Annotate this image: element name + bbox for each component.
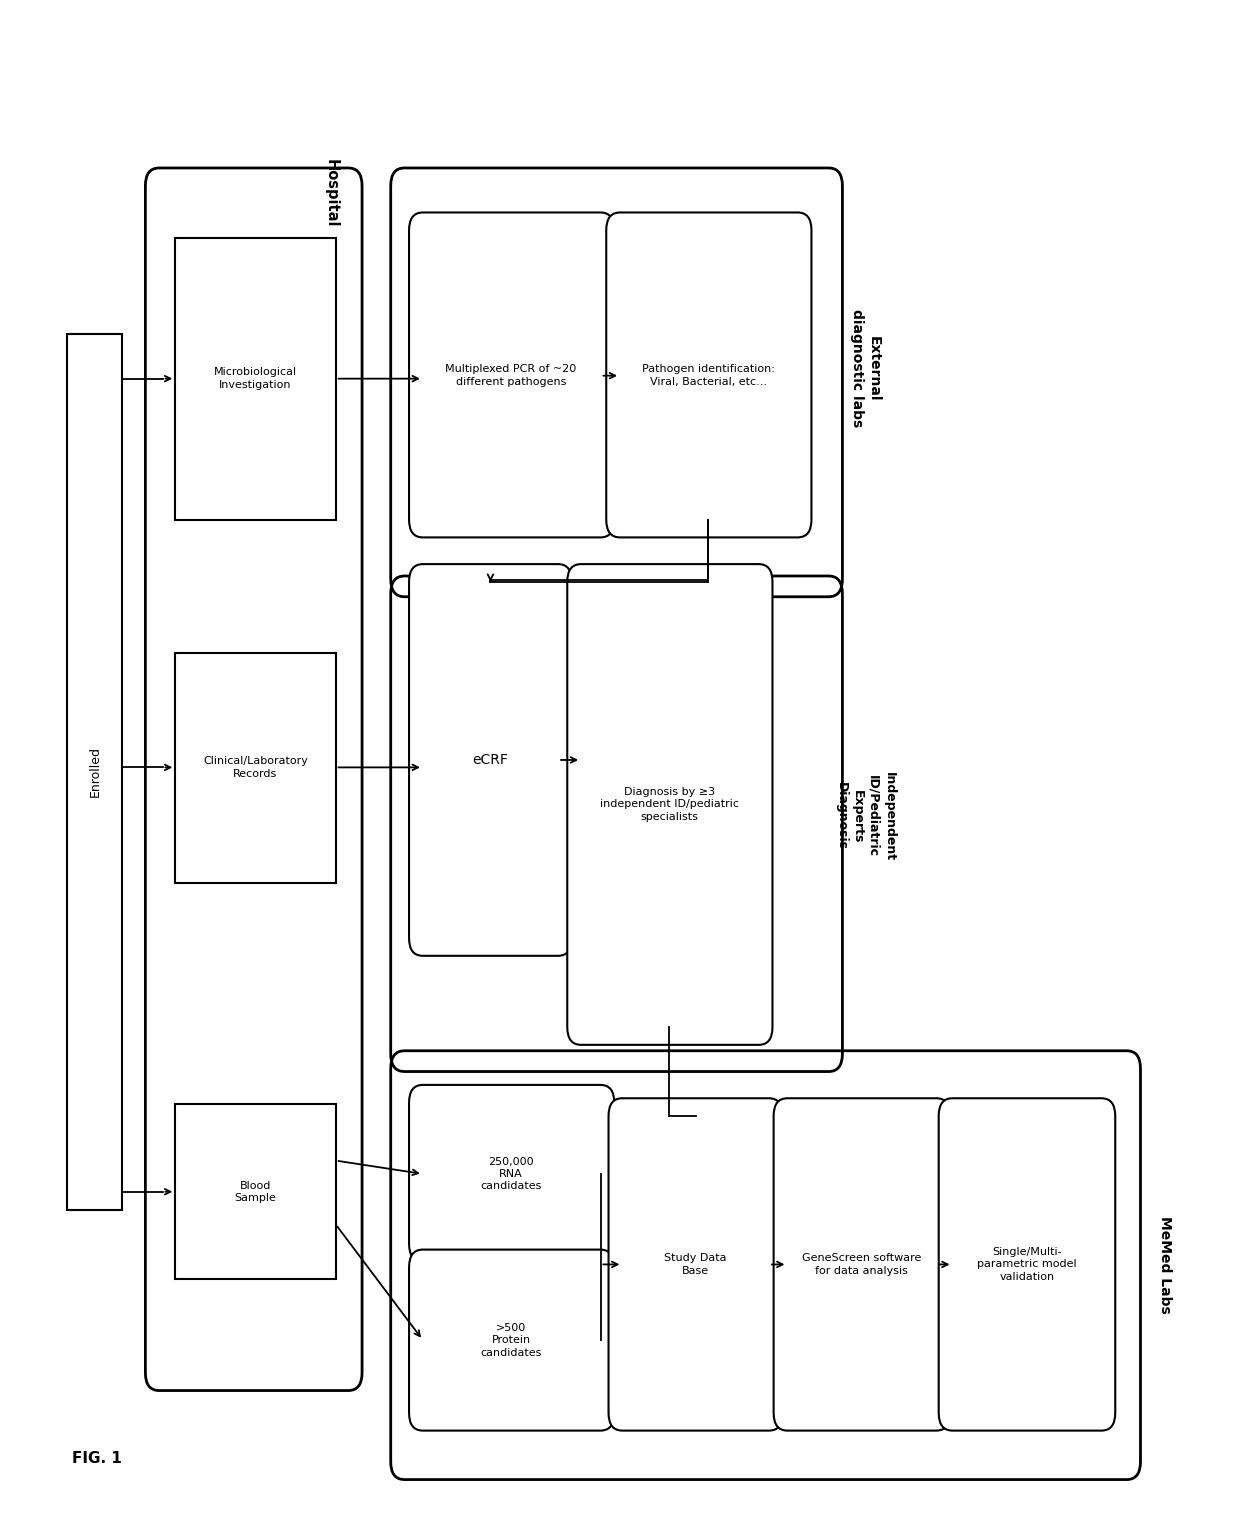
FancyBboxPatch shape (409, 1249, 614, 1431)
Text: Pathogen identification:
Viral, Bacterial, etc...: Pathogen identification: Viral, Bacteria… (642, 365, 775, 388)
Text: Study Data
Base: Study Data Base (665, 1254, 727, 1276)
Text: Independent
ID/Pediatric
Experts
Diagnosis: Independent ID/Pediatric Experts Diagnos… (835, 772, 895, 861)
Text: eCRF: eCRF (472, 752, 508, 768)
FancyBboxPatch shape (409, 212, 614, 537)
Text: Diagnosis by ≥3
independent ID/pediatric
specialists: Diagnosis by ≥3 independent ID/pediatric… (600, 787, 739, 822)
FancyBboxPatch shape (606, 212, 811, 537)
FancyBboxPatch shape (175, 1104, 336, 1279)
Text: 250,000
RNA
candidates: 250,000 RNA candidates (480, 1157, 542, 1192)
Text: Clinical/Laboratory
Records: Clinical/Laboratory Records (203, 755, 308, 778)
Text: Blood
Sample: Blood Sample (234, 1181, 277, 1204)
Text: Multiplexed PCR of ~20
different pathogens: Multiplexed PCR of ~20 different pathoge… (445, 365, 577, 388)
Text: MeMed Labs: MeMed Labs (1158, 1216, 1172, 1313)
Text: FIG. 1: FIG. 1 (72, 1452, 122, 1466)
Text: Enrolled: Enrolled (88, 746, 102, 798)
FancyBboxPatch shape (409, 565, 572, 955)
FancyBboxPatch shape (67, 335, 123, 1210)
FancyBboxPatch shape (409, 1086, 614, 1261)
FancyBboxPatch shape (175, 238, 336, 519)
Text: Hospital: Hospital (324, 159, 339, 227)
Text: External
diagnostic labs: External diagnostic labs (849, 309, 880, 427)
FancyBboxPatch shape (609, 1098, 782, 1431)
Text: Microbiological
Investigation: Microbiological Investigation (213, 368, 298, 389)
FancyBboxPatch shape (939, 1098, 1115, 1431)
Text: GeneScreen software
for data analysis: GeneScreen software for data analysis (802, 1254, 921, 1276)
FancyBboxPatch shape (567, 565, 773, 1045)
Text: Single/Multi-
parametric model
validation: Single/Multi- parametric model validatio… (977, 1248, 1076, 1282)
FancyBboxPatch shape (175, 653, 336, 883)
FancyBboxPatch shape (774, 1098, 950, 1431)
Text: >500
Protein
candidates: >500 Protein candidates (480, 1323, 542, 1358)
